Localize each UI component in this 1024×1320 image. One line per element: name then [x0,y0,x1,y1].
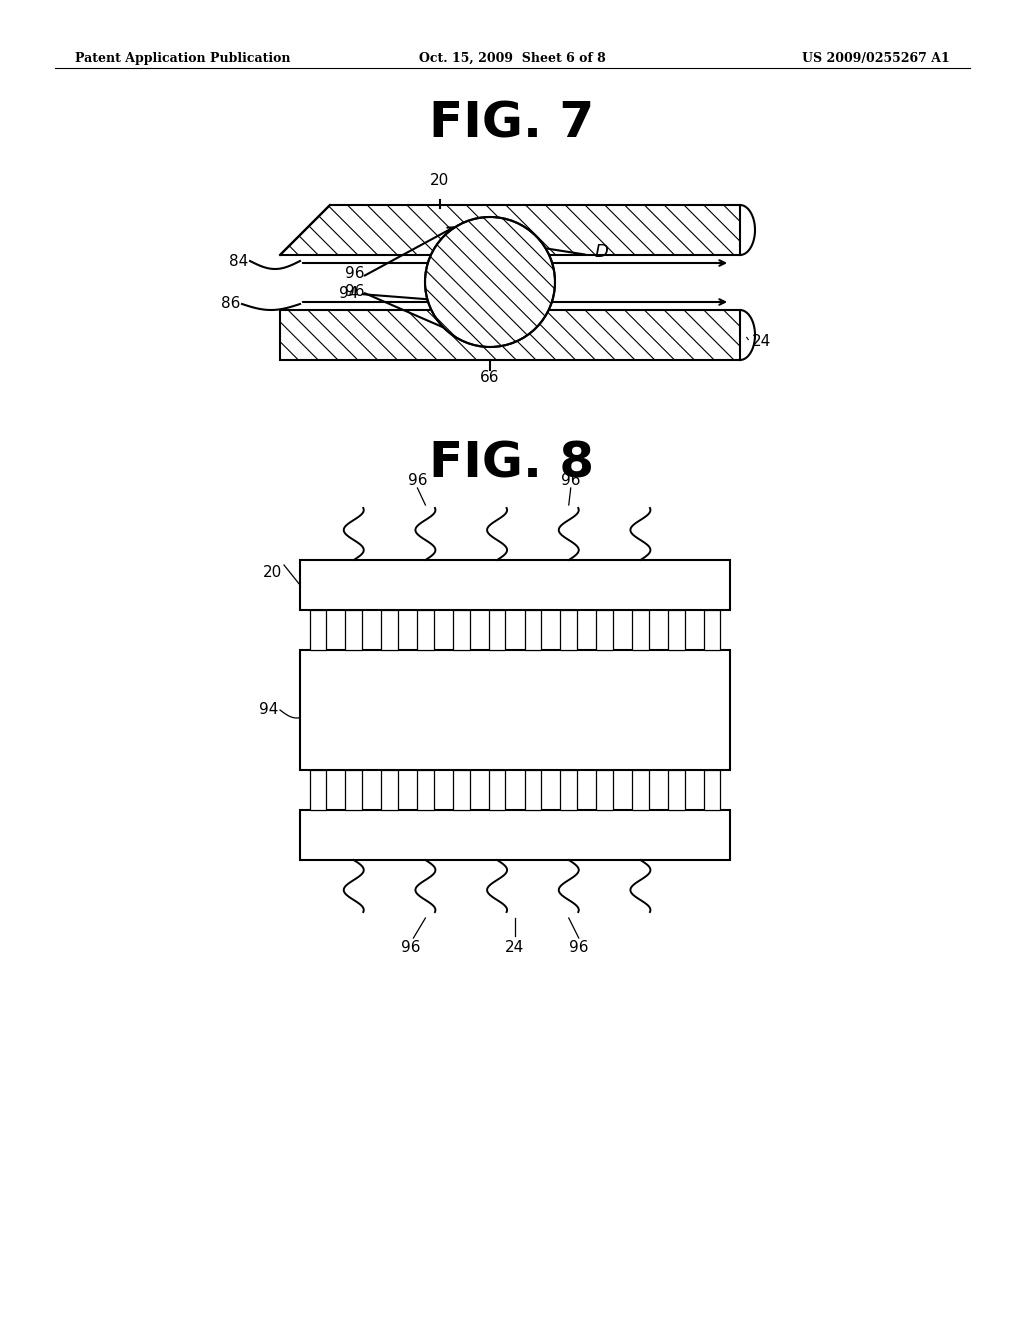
Bar [524,770,542,810]
Bar [632,610,649,649]
Text: US 2009/0255267 A1: US 2009/0255267 A1 [802,51,950,65]
Text: Oct. 15, 2009  Sheet 6 of 8: Oct. 15, 2009 Sheet 6 of 8 [419,51,605,65]
Bar [524,610,542,649]
Text: 94: 94 [339,286,358,301]
Text: 96: 96 [569,940,589,954]
Polygon shape [280,310,740,360]
Bar [345,610,362,649]
Bar [417,610,434,649]
Bar [488,770,506,810]
Bar [596,770,613,810]
FancyBboxPatch shape [300,560,730,610]
Text: 96: 96 [345,265,365,281]
Polygon shape [280,310,740,360]
Bar [345,770,362,810]
Bar [703,770,721,810]
Bar [309,610,327,649]
Text: 86: 86 [220,297,240,312]
Bar [453,610,470,649]
Bar [309,770,327,810]
Bar [560,770,578,810]
Bar [632,770,649,810]
Text: 94: 94 [259,702,278,718]
Bar [596,610,613,649]
Text: 66: 66 [480,370,500,385]
Bar [453,770,470,810]
Bar [381,770,398,810]
Text: FIG. 7: FIG. 7 [429,100,595,148]
Text: 24: 24 [506,940,524,954]
Text: 24: 24 [752,334,771,350]
Text: 84: 84 [228,253,248,268]
Bar [381,610,398,649]
Bar [488,610,506,649]
Bar [417,770,434,810]
Text: 96: 96 [408,473,427,488]
Polygon shape [280,205,740,255]
Bar [668,610,685,649]
FancyBboxPatch shape [300,810,730,861]
Text: 96: 96 [561,473,581,488]
Text: 20: 20 [263,565,282,579]
Text: D: D [595,243,609,261]
Text: 20: 20 [430,173,450,187]
Bar [560,610,578,649]
FancyBboxPatch shape [300,649,730,770]
Bar [668,770,685,810]
Text: Patent Application Publication: Patent Application Publication [75,51,291,65]
Text: FIG. 8: FIG. 8 [429,440,595,488]
Text: 96: 96 [345,285,365,300]
Text: 96: 96 [400,940,420,954]
Bar [703,610,721,649]
Circle shape [425,216,555,347]
Polygon shape [280,205,740,255]
Polygon shape [425,216,555,347]
